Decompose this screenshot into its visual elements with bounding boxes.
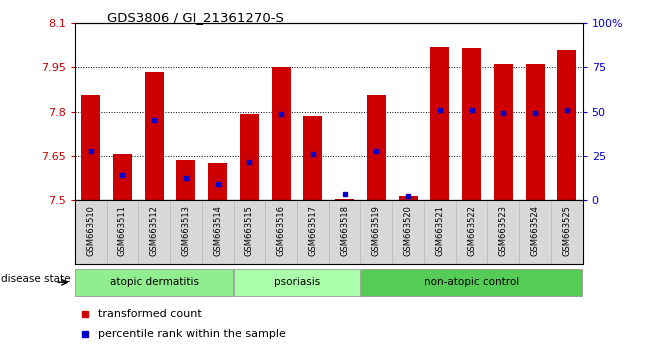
Text: GSM663513: GSM663513 — [182, 205, 191, 256]
Text: GSM663520: GSM663520 — [404, 205, 413, 256]
Text: psoriasis: psoriasis — [274, 277, 320, 287]
Text: GSM663511: GSM663511 — [118, 205, 127, 256]
Text: GSM663519: GSM663519 — [372, 205, 381, 256]
Text: GSM663521: GSM663521 — [436, 205, 445, 256]
Bar — [176, 160, 195, 200]
Text: GSM663523: GSM663523 — [499, 205, 508, 256]
Bar — [557, 50, 576, 200]
Text: GSM663522: GSM663522 — [467, 205, 476, 256]
Bar — [208, 163, 227, 200]
Bar — [303, 116, 322, 200]
Text: GSM663512: GSM663512 — [150, 205, 159, 256]
FancyBboxPatch shape — [76, 269, 233, 296]
Bar — [525, 64, 544, 200]
Text: GSM663518: GSM663518 — [340, 205, 349, 256]
Bar — [430, 47, 449, 200]
Text: GSM663516: GSM663516 — [277, 205, 286, 256]
Text: non-atopic control: non-atopic control — [424, 277, 519, 287]
Text: disease state: disease state — [1, 274, 71, 284]
Bar — [462, 48, 481, 200]
Text: GSM663514: GSM663514 — [213, 205, 222, 256]
Bar — [493, 64, 513, 200]
FancyBboxPatch shape — [234, 269, 360, 296]
FancyBboxPatch shape — [361, 269, 582, 296]
Text: GSM663525: GSM663525 — [562, 205, 572, 256]
Bar — [113, 154, 132, 200]
Text: percentile rank within the sample: percentile rank within the sample — [98, 329, 286, 339]
Bar — [81, 95, 100, 200]
Text: GSM663517: GSM663517 — [309, 205, 318, 256]
Text: GSM663524: GSM663524 — [531, 205, 540, 256]
Bar — [240, 114, 259, 200]
Bar — [335, 199, 354, 200]
Bar — [271, 67, 290, 200]
Bar — [367, 95, 386, 200]
Text: GSM663515: GSM663515 — [245, 205, 254, 256]
Text: GDS3806 / GI_21361270-S: GDS3806 / GI_21361270-S — [107, 11, 284, 24]
Text: atopic dermatitis: atopic dermatitis — [110, 277, 199, 287]
Text: GSM663510: GSM663510 — [86, 205, 95, 256]
Text: transformed count: transformed count — [98, 309, 201, 319]
Bar — [398, 195, 418, 200]
Bar — [145, 72, 164, 200]
